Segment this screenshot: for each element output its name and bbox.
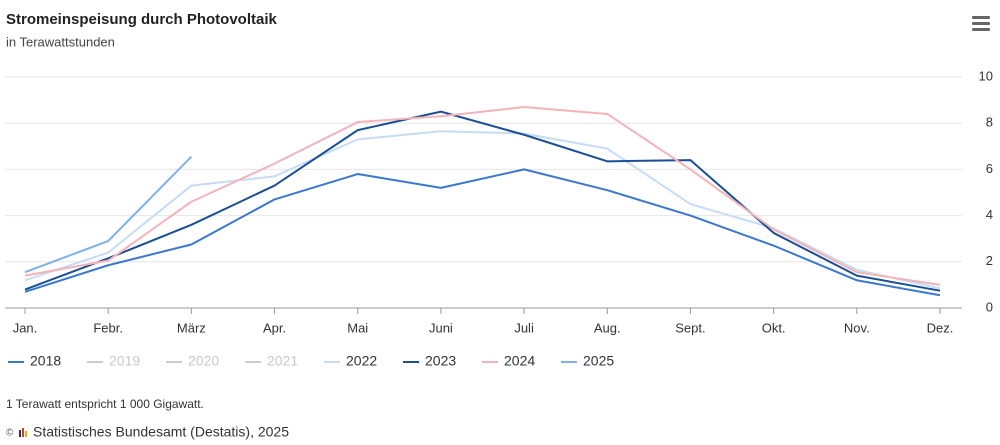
legend-label: 2023: [425, 353, 456, 369]
menu-icon[interactable]: [972, 16, 990, 31]
logo-bar: [19, 430, 21, 437]
y-tick-label: 8: [986, 115, 993, 130]
series-line: [24, 168, 941, 297]
legend-label: 2020: [188, 353, 219, 369]
logo-bar: [22, 428, 24, 437]
y-tick-label: 6: [986, 161, 993, 176]
series-line: [24, 155, 193, 274]
series-line: [24, 106, 941, 286]
y-tick-label: 4: [986, 207, 993, 222]
x-tick-label: Juli: [514, 320, 534, 335]
x-tick-label: Okt.: [762, 320, 786, 335]
chart-title: Stromeinspeisung durch Photovoltaik: [6, 11, 278, 28]
copyright-sign: ©: [6, 428, 14, 439]
source: Statistisches Bundesamt (Destatis), 2025: [33, 424, 289, 440]
x-tick-label: Mai: [347, 320, 368, 335]
x-tick-label: Sept.: [675, 320, 705, 335]
menu-bar[interactable]: [972, 28, 990, 31]
note: 1 Terawatt entspricht 1 000 Gigawatt.: [6, 397, 204, 411]
menu-bar[interactable]: [972, 16, 990, 19]
series-line: [24, 110, 941, 292]
legend-label: 2021: [267, 353, 298, 369]
y-tick-label: 2: [986, 253, 993, 268]
x-tick-label: Nov.: [844, 320, 870, 335]
logo-bar: [25, 431, 27, 437]
x-tick-label: Jan.: [13, 320, 38, 335]
legend-label: 2025: [583, 353, 614, 369]
x-tick-label: Febr.: [93, 320, 123, 335]
x-tick-label: Aug.: [594, 320, 621, 335]
legend-label: 2018: [30, 353, 61, 369]
chart-subtitle: in Terawattstunden: [6, 34, 115, 49]
y-tick-label: 0: [986, 299, 993, 314]
legend-label: 2019: [109, 353, 140, 369]
menu-bar[interactable]: [972, 22, 990, 25]
y-tick-label: 10: [979, 68, 993, 83]
legend-label: 2022: [346, 353, 377, 369]
x-tick-label: Juni: [429, 320, 453, 335]
x-tick-label: Apr.: [263, 320, 286, 335]
x-tick-label: Dez.: [927, 320, 954, 335]
legend-label: 2024: [504, 353, 535, 369]
x-tick-label: März: [177, 320, 206, 335]
series-line: [24, 130, 941, 290]
